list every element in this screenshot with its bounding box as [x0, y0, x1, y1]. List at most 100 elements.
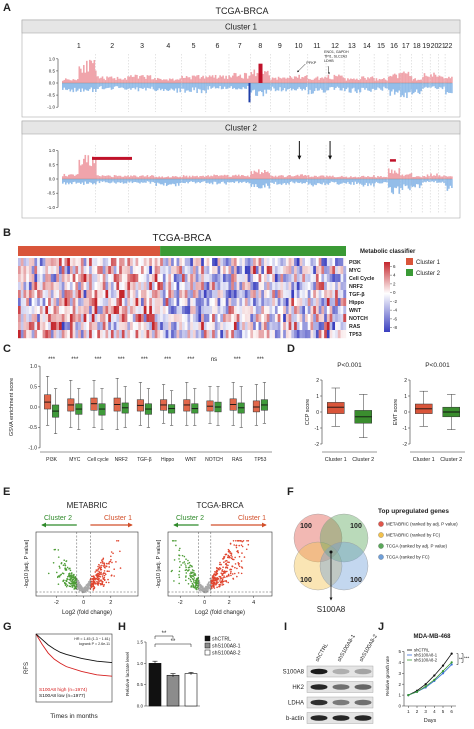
heatmap-cell — [72, 298, 76, 307]
gain-profile — [293, 176, 296, 179]
significance-bracket — [461, 653, 464, 663]
gain-profile — [386, 80, 388, 83]
survival-curve — [35, 633, 113, 664]
loss-profile — [136, 83, 138, 88]
legend-label: shS100A8-1 — [414, 653, 438, 658]
heatmap-cell — [80, 322, 84, 331]
heatmap-cell — [108, 306, 112, 315]
heatmap-cell — [225, 266, 229, 275]
heatmap-cell — [130, 274, 133, 283]
focal-gain — [389, 159, 396, 162]
gene-point — [219, 581, 222, 584]
gene-point — [89, 580, 91, 583]
gain-profile — [220, 175, 223, 179]
gain-profile — [71, 174, 73, 179]
gain-profile — [289, 76, 291, 83]
loss-profile — [98, 179, 101, 184]
heatmap-cell — [324, 322, 328, 331]
heatmap-cell — [244, 282, 248, 291]
heatmap-cell — [18, 314, 21, 323]
gain-profile — [149, 175, 152, 179]
gain-profile — [217, 77, 220, 83]
heatmap-cell — [34, 330, 38, 339]
gain-profile — [136, 176, 138, 179]
loss-profile — [345, 83, 348, 90]
gain-profile — [110, 176, 113, 179]
heatmap-cell — [318, 330, 322, 339]
blot-band — [332, 715, 350, 721]
heatmap-cell — [190, 306, 194, 315]
heatmap-cell — [187, 258, 191, 267]
heatmap-cell — [190, 258, 194, 267]
heatmap-cell — [291, 298, 295, 307]
row-label: Hippo — [349, 300, 365, 306]
gain-profile — [248, 75, 251, 83]
heatmap-cell — [253, 290, 256, 299]
heatmap-cell — [343, 322, 347, 331]
gene-point — [100, 566, 103, 569]
loss-profile — [154, 179, 156, 183]
loss-profile — [214, 83, 217, 89]
gain-profile — [213, 77, 215, 83]
loss-profile — [245, 179, 248, 183]
heatmap-cell — [201, 290, 205, 299]
loss-profile — [353, 179, 355, 185]
heatmap-cell — [261, 258, 265, 267]
heatmap-cell — [45, 322, 49, 331]
chromosome-label: 2 — [110, 43, 114, 50]
heatmap-cell — [151, 322, 155, 331]
gain-profile — [62, 80, 64, 83]
x-tick-label: Cluster 1 — [413, 457, 435, 463]
heatmap-cell — [264, 274, 267, 283]
heatmap-cell — [154, 282, 158, 291]
heatmap-cell — [173, 314, 177, 323]
heatmap-cell — [326, 266, 330, 275]
heatmap-cell — [310, 258, 314, 267]
gene-point — [212, 574, 215, 577]
gain-profile — [392, 173, 395, 179]
heatmap-cell — [291, 330, 295, 339]
annotation-arrow — [297, 63, 306, 73]
loss-profile — [167, 179, 170, 185]
gene-point — [66, 578, 69, 581]
gain-profile — [446, 78, 449, 83]
gain-profile — [290, 176, 293, 179]
heatmap-cell — [176, 314, 180, 323]
heatmap-cell — [302, 306, 306, 315]
loss-profile — [283, 179, 286, 183]
gain-profile — [395, 172, 398, 179]
gene-point — [111, 561, 113, 564]
heatmap-cell — [83, 330, 87, 339]
gene-point — [92, 589, 95, 591]
heatmap-cell — [165, 322, 169, 331]
heatmap-cell — [135, 322, 139, 331]
loss-profile — [448, 83, 450, 93]
heatmap-cell — [182, 282, 185, 291]
loss-profile — [101, 179, 104, 182]
heatmap-cell — [173, 306, 177, 315]
gain-profile — [211, 176, 214, 179]
gain-profile — [103, 78, 105, 83]
gain-profile — [412, 176, 415, 179]
gene-point — [213, 576, 216, 578]
heatmap-cell — [269, 314, 273, 323]
axis-label: Relative lactate level — [125, 652, 131, 696]
heatmap-cell — [157, 314, 161, 323]
gain-profile — [283, 177, 286, 179]
heatmap-cell — [280, 274, 284, 283]
heatmap-cell — [61, 290, 65, 299]
gene-point — [69, 578, 72, 580]
gain-profile — [256, 172, 259, 179]
loss-profile — [258, 179, 260, 189]
loss-profile — [109, 83, 111, 88]
heatmap-cell — [20, 298, 24, 307]
loss-profile — [225, 83, 227, 89]
heatmap-cell — [261, 274, 265, 283]
gain-profile — [159, 177, 162, 179]
loss-profile — [404, 179, 407, 187]
gain-profile — [329, 175, 331, 179]
heatmap-cell — [113, 266, 117, 275]
group-bar — [18, 246, 161, 256]
venn-count: 100 — [350, 577, 362, 584]
